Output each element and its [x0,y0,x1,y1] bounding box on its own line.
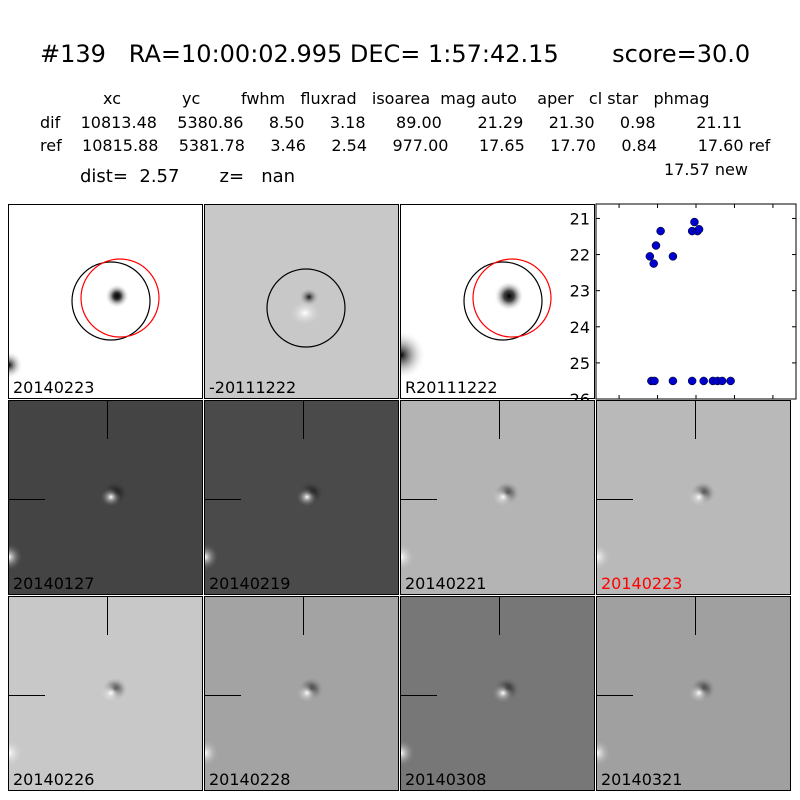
data-point [650,376,659,386]
stamp-panel: 20140226 [8,596,203,791]
stamp-panel: 20140308 [400,596,595,791]
stamp-panel: 20140321 [596,596,791,791]
stamp-image [597,481,716,571]
data-point [656,226,665,236]
data-point [645,252,655,261]
panel-date: 20140127 [13,574,95,593]
stamp-panel: 20140219 [204,400,399,595]
stamp-panel: 20140223 [596,400,791,595]
stamp-image [401,258,552,380]
stamp-image [205,481,324,571]
ref-row: ref 10815.88 5381.78 3.46 2.54 977.00 17… [40,136,771,155]
data-point [687,376,697,386]
crosshair-horizontal [597,695,633,696]
page-title: #139 RA=10:00:02.995 DEC= 1:57:42.15 sco… [40,40,751,68]
aperture-circle [266,268,346,348]
data-point [717,376,727,386]
crosshair-vertical [303,401,304,439]
y-tick-label: 23 [570,282,590,301]
stamp-image [597,677,716,767]
stamp-image [401,677,520,767]
stamp-panel: 20140223 [8,204,203,399]
panel-date: 20140226 [13,770,95,789]
crosshair-horizontal [401,695,437,696]
ref-panel: R20111222 [400,204,595,399]
stamp-panel: 20140221 [400,400,595,595]
data-point [649,259,658,268]
aperture-circle-new [472,258,552,338]
panel-date: 20140221 [405,574,487,593]
crosshair-vertical [499,597,500,635]
dist-line: dist= 2.57 z= nan [80,166,296,187]
crosshair-horizontal [9,695,45,696]
stamp-panel: 20140127 [8,400,203,595]
diff-panel: -20111222 [204,204,399,399]
crosshair-vertical [107,597,108,635]
crosshair-horizontal [205,695,241,696]
aperture-circle-new [80,258,160,338]
stamp-panel: 20140228 [204,596,399,791]
lightcurve-svg: 212223242526−100−50050100 [570,203,797,421]
crosshair-horizontal [401,499,437,500]
lightcurve-plot: 212223242526−100−50050100 [560,200,800,426]
data-point [690,217,699,227]
dif-row: dif 10813.48 5380.86 8.50 3.18 89.00 21.… [40,113,743,132]
panel-date: 20140321 [601,770,683,789]
y-tick-label: 25 [570,354,590,373]
crosshair-vertical [499,401,500,439]
data-point [668,376,678,386]
stamp-image [205,677,324,767]
stamp-image [266,268,346,348]
crosshair-vertical [303,597,304,635]
data-point [699,376,708,386]
stamp-image [401,481,520,571]
stamp-image [9,258,160,379]
crosshair-horizontal [205,499,241,500]
panel-date: 20140308 [405,770,487,789]
new-mag: 17.57 new [664,160,748,179]
panel-date: R20111222 [405,378,498,397]
data-point [651,241,661,250]
stamp-image [9,481,128,571]
panel-date: 20140223 [601,574,683,593]
panel-date: 20140219 [209,574,291,593]
aperture-circle-ref [71,261,151,341]
aperture-circle-ref [463,261,543,341]
stamp-image [9,677,128,767]
crosshair-vertical [695,597,696,635]
y-tick-label: 22 [570,246,590,265]
data-point [726,376,735,386]
column-headers: xc yc fwhm fluxrad isoarea mag auto aper… [103,89,710,108]
crosshair-horizontal [9,499,45,500]
y-tick-label: 21 [570,209,590,228]
crosshair-vertical [695,401,696,439]
crosshair-vertical [107,401,108,439]
panel-date: 20140223 [13,378,95,397]
data-point [694,225,704,234]
y-tick-label: 24 [570,318,590,337]
panel-date: 20140228 [209,770,291,789]
data-point [668,252,678,261]
panel-date: -20111222 [209,378,297,397]
crosshair-horizontal [597,499,633,500]
